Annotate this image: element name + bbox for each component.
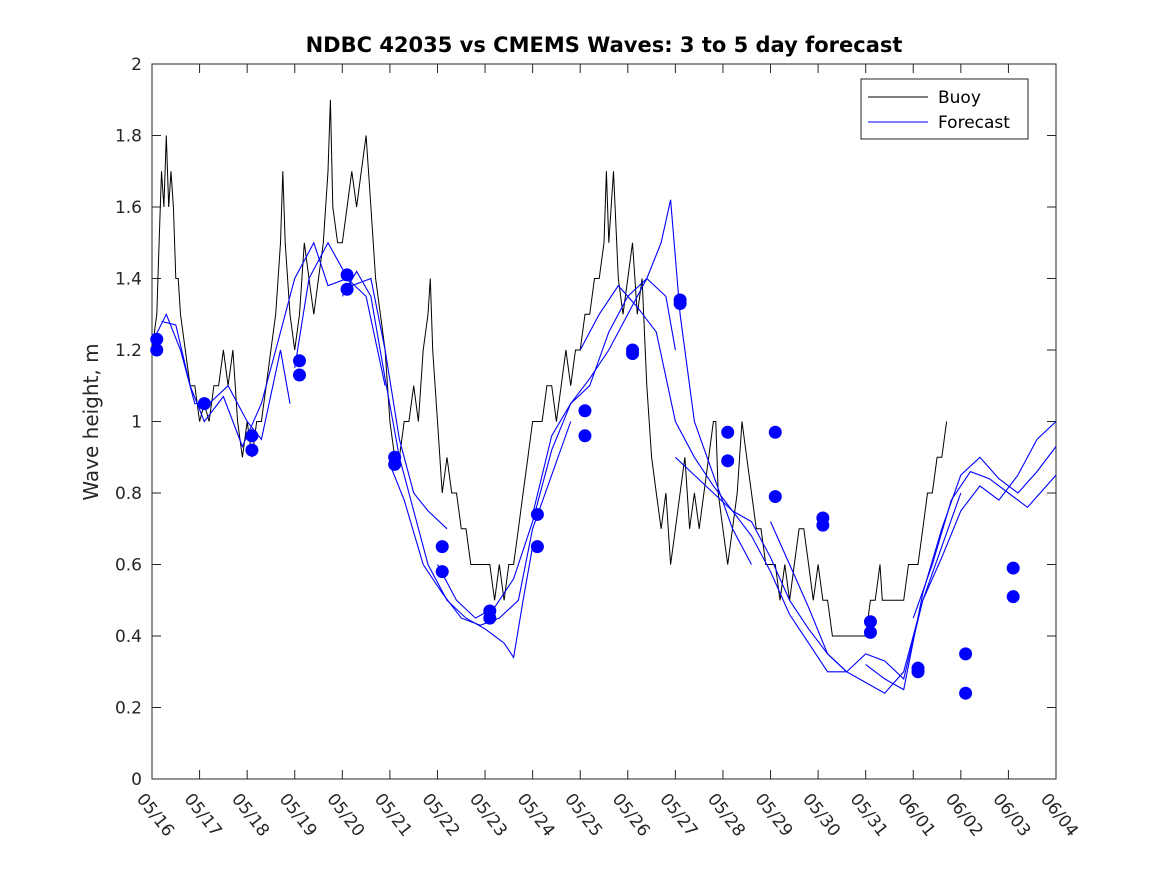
x-tick-label: 05/28 [703,790,749,841]
forecast-marker [863,615,877,629]
x-tick-label: 06/01 [893,790,939,841]
x-tick-label: 05/22 [418,790,464,841]
y-tick-label: 0.6 [115,556,142,576]
forecast-line [341,270,534,659]
forecast-line [912,470,1057,619]
forecast-marker [863,625,877,639]
x-tick-label: 05/31 [846,790,892,841]
x-tick-label: 05/30 [798,790,844,841]
x-tick-label: 05/19 [275,790,321,841]
forecast-line [437,277,676,619]
forecast-start-markers [150,268,1020,700]
forecast-marker [150,332,164,346]
x-tick-label: 06/02 [941,790,987,841]
forecast-marker [245,429,259,443]
forecast-line [579,284,848,673]
forecast-marker [340,268,354,282]
forecast-marker [150,343,164,357]
forecast-marker [959,686,973,700]
legend-label-buoy: Buoy [938,88,981,108]
forecast-marker [483,611,497,625]
x-tick-label: 05/26 [608,790,654,841]
y-tick-label: 0 [131,770,142,790]
forecast-marker [959,647,973,661]
forecast-marker [340,282,354,296]
legend: Buoy Forecast [860,78,1029,140]
x-tick-label: 05/27 [655,790,701,841]
x-tick-label: 05/16 [132,790,178,841]
y-tick-label: 1.4 [115,270,142,290]
y-tick-label: 1 [131,413,142,433]
forecast-marker [768,490,782,504]
x-tick-label: 05/25 [560,790,606,841]
forecast-marker [578,429,592,443]
forecast-marker [530,540,544,554]
y-tick-label: 0.2 [115,699,142,719]
x-tick-label: 05/24 [513,790,559,841]
x-tick-label: 05/21 [370,790,416,841]
buoy-line [151,99,948,637]
x-tick-label: 06/04 [1036,790,1082,841]
y-axis-ticks: 0 0.2 0.4 0.6 0.8 1 1.2 1.4 1.6 1.8 2 [115,55,1056,790]
x-tick-label: 06/03 [988,790,1034,841]
forecast-marker [1006,561,1020,575]
x-tick-label: 05/20 [322,790,368,841]
plot-area [151,63,1057,780]
legend-label-forecast: Forecast [938,113,1010,133]
y-tick-label: 1.8 [115,127,142,147]
forecast-line [675,456,962,694]
y-tick-label: 0.8 [115,484,142,504]
forecast-marker [435,540,449,554]
x-tick-label: 05/17 [180,790,226,841]
legend-box [860,78,1029,140]
forecast-marker [721,454,735,468]
forecast-marker [721,425,735,439]
forecast-line [532,199,752,565]
y-axis-label: Wave height, m [79,343,103,500]
forecast-marker [911,665,925,679]
forecast-marker [673,297,687,311]
forecast-marker [388,457,402,471]
forecast-marker [197,397,211,411]
forecast-line [151,312,291,441]
forecast-marker [816,518,830,532]
forecast-marker [1006,590,1020,604]
x-tick-label: 05/29 [751,790,797,841]
x-tick-label: 05/18 [227,790,273,841]
forecast-marker [435,565,449,579]
forecast-line [294,241,448,530]
y-tick-label: 1.6 [115,198,142,218]
y-tick-label: 2 [131,55,142,75]
forecast-marker [626,347,640,361]
forecast-marker [292,368,306,382]
forecast-marker [768,425,782,439]
chart-title: NDBC 42035 vs CMEMS Waves: 3 to 5 day fo… [306,33,903,57]
forecast-marker [292,354,306,368]
forecast-marker [578,404,592,418]
x-tick-label: 05/23 [465,790,511,841]
forecast-line [865,446,1057,691]
y-tick-label: 1.2 [115,341,142,361]
forecast-marker [245,443,259,457]
forecast-marker [530,507,544,521]
y-tick-label: 0.4 [115,627,142,647]
